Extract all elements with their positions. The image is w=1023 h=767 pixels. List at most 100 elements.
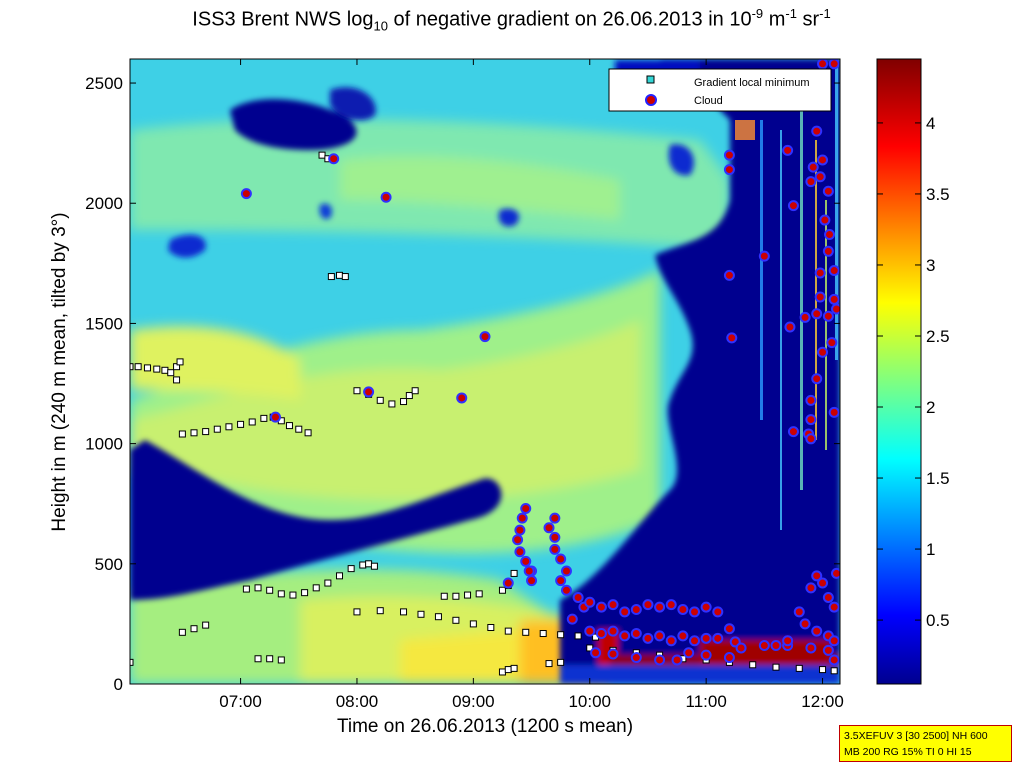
plot-frame bbox=[129, 58, 841, 685]
cloud-point bbox=[822, 185, 834, 197]
gradient-point bbox=[130, 658, 134, 666]
gradient-point bbox=[434, 613, 442, 621]
cloud-point bbox=[828, 293, 840, 305]
gradient-point bbox=[301, 589, 309, 597]
cloud-point bbox=[828, 265, 840, 277]
gradient-point bbox=[254, 584, 262, 592]
gradient-point bbox=[242, 585, 250, 593]
cloud-point bbox=[520, 555, 532, 567]
cloud-point bbox=[555, 553, 567, 565]
gradient-point bbox=[285, 422, 293, 430]
cloud-point bbox=[630, 628, 642, 640]
cloud-point bbox=[822, 310, 834, 322]
cloud-point bbox=[630, 652, 642, 664]
cloud-point bbox=[805, 414, 817, 426]
cloud-point bbox=[479, 331, 491, 343]
cloud-point bbox=[520, 503, 532, 515]
gradient-point bbox=[178, 430, 186, 438]
gradient-point bbox=[254, 655, 262, 663]
cloud-point bbox=[811, 625, 823, 637]
cloud-point bbox=[665, 599, 677, 611]
cloud-point bbox=[805, 176, 817, 188]
info-box: 3.5XEFUV 3 [30 2500] NH 600 MB 200 RG 15… bbox=[839, 725, 1012, 762]
gradient-point bbox=[266, 655, 274, 663]
gradient-point bbox=[539, 630, 547, 638]
cloud-point bbox=[811, 570, 823, 582]
gradient-point bbox=[411, 387, 419, 395]
cloud-point bbox=[805, 394, 817, 406]
colorbar-tick-label: 1.5 bbox=[926, 469, 950, 488]
gradient-point bbox=[312, 584, 320, 592]
x-tick-label: 12:00 bbox=[801, 692, 844, 711]
cloud-point bbox=[811, 373, 823, 385]
cloud-point bbox=[726, 332, 738, 344]
x-tick-label: 09:00 bbox=[452, 692, 495, 711]
cloud-point bbox=[712, 606, 724, 618]
cloud-point bbox=[619, 630, 631, 642]
cloud-point bbox=[642, 632, 654, 644]
legend-cloud-marker bbox=[645, 94, 657, 106]
cloud-point bbox=[831, 303, 840, 315]
cloud-point bbox=[595, 601, 607, 613]
gradient-point bbox=[202, 428, 210, 436]
legend-cloud-label: Cloud bbox=[694, 95, 723, 107]
y-tick-label: 1500 bbox=[85, 314, 123, 333]
cloud-point bbox=[807, 161, 819, 173]
cloud-point bbox=[654, 630, 666, 642]
gradient-point bbox=[370, 562, 378, 570]
y-tick-label: 1000 bbox=[85, 435, 123, 454]
gradient-point bbox=[475, 590, 483, 598]
gradient-point bbox=[574, 632, 582, 640]
cloud-point bbox=[814, 291, 826, 303]
legend-gradient-marker bbox=[646, 75, 655, 84]
gradient-point bbox=[190, 429, 198, 437]
cloud-point bbox=[822, 245, 834, 257]
gradient-point bbox=[498, 668, 506, 676]
cloud-point bbox=[619, 606, 631, 618]
gradient-point bbox=[336, 572, 344, 580]
cloud-point bbox=[683, 647, 695, 659]
gradient-point bbox=[830, 667, 838, 675]
cloud-point bbox=[828, 654, 840, 666]
cloud-point bbox=[380, 191, 392, 203]
cloud-point bbox=[654, 654, 666, 666]
cloud-point bbox=[514, 524, 526, 536]
info-line-2: MB 200 RG 15% TI 0 HI 15 bbox=[844, 746, 972, 758]
gradient-point bbox=[376, 607, 384, 615]
cloud-point bbox=[700, 649, 712, 661]
colorbar-tick-label: 1 bbox=[926, 540, 935, 559]
gradient-point bbox=[504, 627, 512, 635]
gradient-point bbox=[452, 592, 460, 600]
gradient-point bbox=[327, 273, 335, 281]
x-tick-label: 08:00 bbox=[336, 692, 379, 711]
cloud-point bbox=[572, 591, 584, 603]
cloud-point bbox=[805, 642, 817, 654]
gradient-point bbox=[376, 396, 384, 404]
gradient-point bbox=[557, 631, 565, 639]
cloud-point bbox=[817, 59, 829, 70]
cloud-point bbox=[549, 543, 561, 555]
legend-box bbox=[608, 68, 832, 112]
gradient-point bbox=[289, 591, 297, 599]
cloud-point bbox=[770, 640, 782, 652]
gradient-point bbox=[178, 628, 186, 636]
gradient-point bbox=[161, 366, 169, 374]
y-axis-label: Height in m (240 m mean, tilted by 3°) bbox=[49, 212, 70, 532]
gradient-point bbox=[795, 664, 803, 672]
cloud-point bbox=[328, 153, 340, 165]
colorbar-tick-label: 2.5 bbox=[926, 327, 950, 346]
gradient-point bbox=[260, 414, 268, 422]
gradient-point bbox=[202, 621, 210, 629]
gradient-point bbox=[153, 365, 161, 373]
gradient-point bbox=[353, 608, 361, 616]
cloud-point bbox=[543, 522, 555, 534]
cloud-point bbox=[758, 250, 770, 262]
cloud-point bbox=[828, 406, 840, 418]
cloud-point bbox=[607, 625, 619, 637]
cloud-point bbox=[549, 512, 561, 524]
cloud-point bbox=[822, 591, 834, 603]
gradient-point bbox=[388, 400, 396, 408]
cloud-point bbox=[526, 575, 538, 587]
gradient-point bbox=[277, 590, 285, 598]
